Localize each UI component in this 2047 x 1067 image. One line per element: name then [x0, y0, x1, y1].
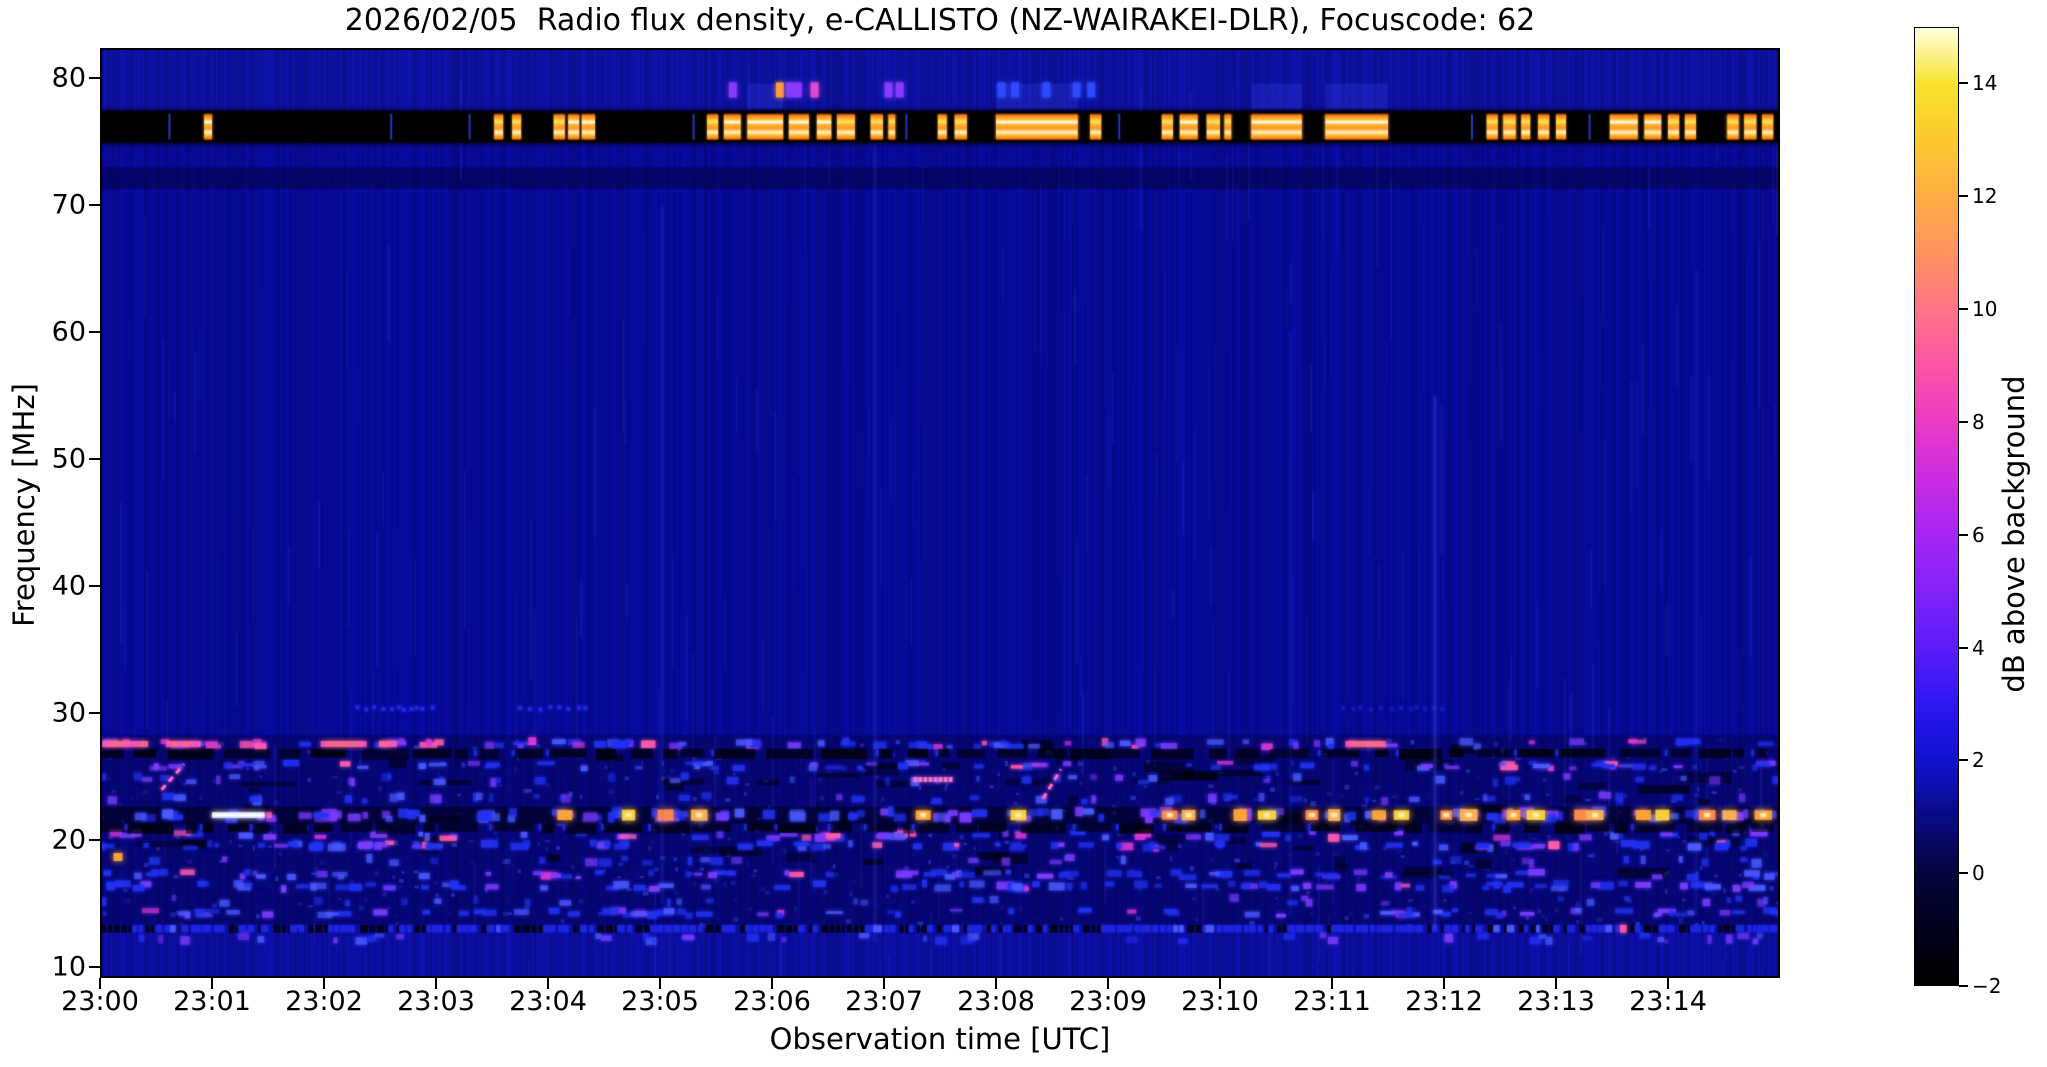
- x-tick-mark: [1331, 978, 1333, 989]
- y-tick-mark: [89, 458, 100, 461]
- y-axis-label: Frequency [MHz]: [7, 383, 41, 627]
- y-tick-mark: [89, 585, 100, 588]
- colorbar-tick-label: 10: [1972, 297, 1998, 322]
- x-tick-label: 23:00: [61, 986, 139, 1017]
- x-tick-label: 23:03: [397, 986, 475, 1017]
- y-tick-mark: [89, 331, 100, 334]
- colorbar-tick-label: 4: [1972, 635, 1985, 660]
- y-tick-label: 40: [51, 570, 86, 602]
- y-tick-mark: [89, 204, 100, 207]
- y-tick-label: 50: [51, 443, 86, 475]
- y-tick-label: 20: [51, 824, 86, 856]
- colorbar-tick-mark: [1959, 985, 1968, 987]
- x-tick-mark: [323, 978, 325, 989]
- colorbar-tick-mark: [1959, 872, 1968, 875]
- x-tick-label: 23:11: [1293, 986, 1371, 1017]
- y-tick-label: 60: [51, 316, 86, 348]
- x-tick-mark: [1443, 978, 1445, 989]
- y-tick-mark: [89, 77, 100, 80]
- colorbar-tick-label: −2: [1972, 974, 2002, 998]
- x-tick-label: 23:05: [621, 986, 699, 1017]
- x-tick-label: 23:12: [1405, 986, 1483, 1017]
- x-tick-mark: [547, 978, 549, 989]
- x-tick-label: 23:13: [1517, 986, 1595, 1017]
- x-tick-label: 23:01: [173, 986, 251, 1017]
- colorbar-tick-label: 2: [1972, 748, 1985, 773]
- x-tick-label: 23:07: [845, 986, 923, 1017]
- x-axis-label: Observation time [UTC]: [769, 1022, 1111, 1056]
- x-tick-label: 23:06: [733, 986, 811, 1017]
- colorbar-tick-mark: [1959, 82, 1968, 85]
- x-tick-label: 23:04: [509, 986, 587, 1017]
- x-tick-label: 23:02: [285, 986, 363, 1017]
- x-tick-mark: [659, 978, 661, 989]
- y-tick-mark: [89, 966, 100, 969]
- x-tick-mark: [99, 978, 101, 989]
- x-tick-mark: [211, 978, 213, 989]
- colorbar-tick-label: 8: [1972, 409, 1985, 434]
- y-tick-label: 10: [51, 951, 86, 983]
- x-tick-label: 23:08: [957, 986, 1035, 1017]
- y-tick-label: 30: [51, 697, 86, 729]
- y-tick-mark: [89, 839, 100, 842]
- x-tick-label: 23:10: [1181, 986, 1259, 1017]
- colorbar: [1914, 27, 1959, 986]
- colorbar-tick-label: 14: [1972, 71, 1998, 96]
- x-tick-label: 23:14: [1629, 986, 1707, 1017]
- x-tick-mark: [1219, 978, 1221, 989]
- colorbar-tick-label: 6: [1972, 522, 1985, 547]
- colorbar-tick-mark: [1959, 195, 1968, 198]
- x-tick-mark: [771, 978, 773, 989]
- colorbar-tick-label: 0: [1972, 861, 1985, 886]
- x-tick-label: 23:09: [1069, 986, 1147, 1017]
- x-tick-mark: [883, 978, 885, 989]
- colorbar-tick-mark: [1959, 646, 1968, 649]
- colorbar-tick-mark: [1959, 533, 1968, 536]
- colorbar-tick-mark: [1959, 759, 1968, 762]
- y-tick-mark: [89, 712, 100, 715]
- colorbar-label: dB above background: [1997, 375, 2031, 693]
- y-tick-label: 70: [51, 189, 86, 221]
- x-tick-mark: [1555, 978, 1557, 989]
- colorbar-tick-mark: [1959, 420, 1968, 423]
- y-tick-label: 80: [51, 62, 86, 94]
- x-tick-mark: [435, 978, 437, 989]
- x-tick-mark: [1667, 978, 1669, 989]
- x-tick-mark: [995, 978, 997, 989]
- spectrogram-canvas: [100, 48, 1780, 978]
- chart-title: 2026/02/05 Radio flux density, e-CALLIST…: [344, 3, 1536, 38]
- colorbar-tick-mark: [1959, 308, 1968, 311]
- colorbar-tick-label: 12: [1972, 184, 1998, 209]
- x-tick-mark: [1107, 978, 1109, 989]
